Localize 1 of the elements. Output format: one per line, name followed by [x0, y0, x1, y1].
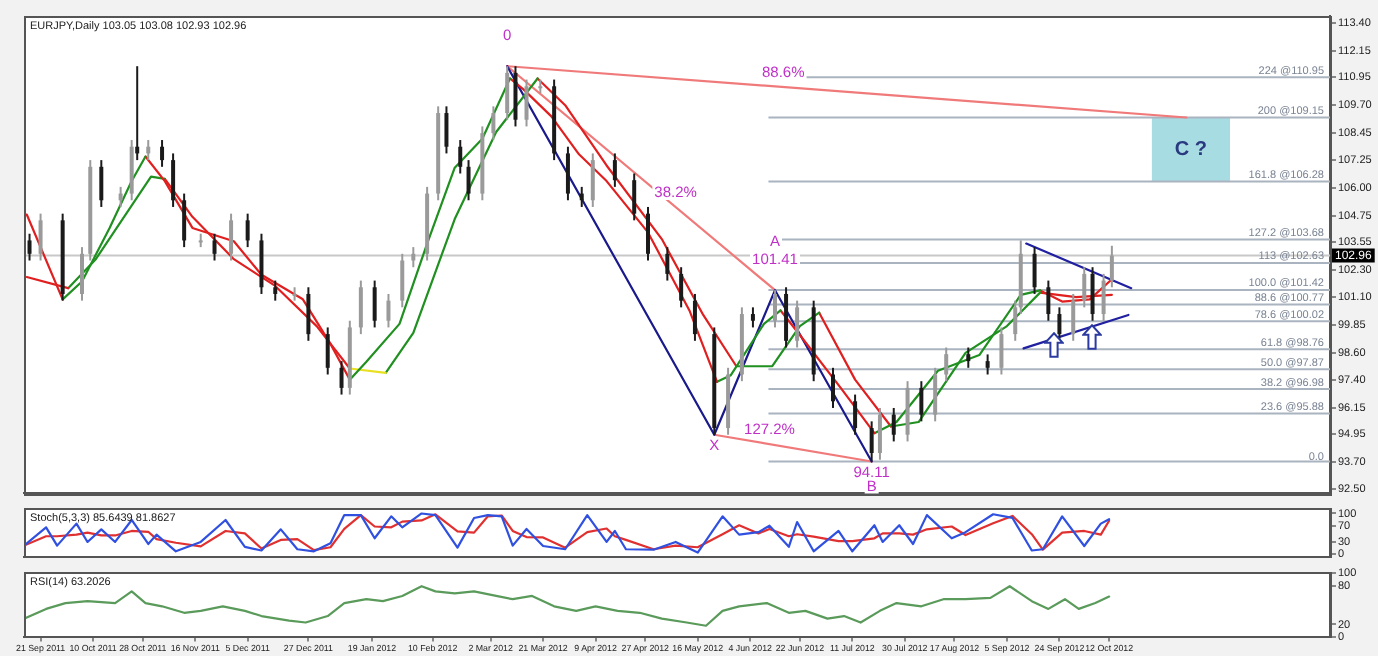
- band-label: C ?: [1174, 139, 1208, 162]
